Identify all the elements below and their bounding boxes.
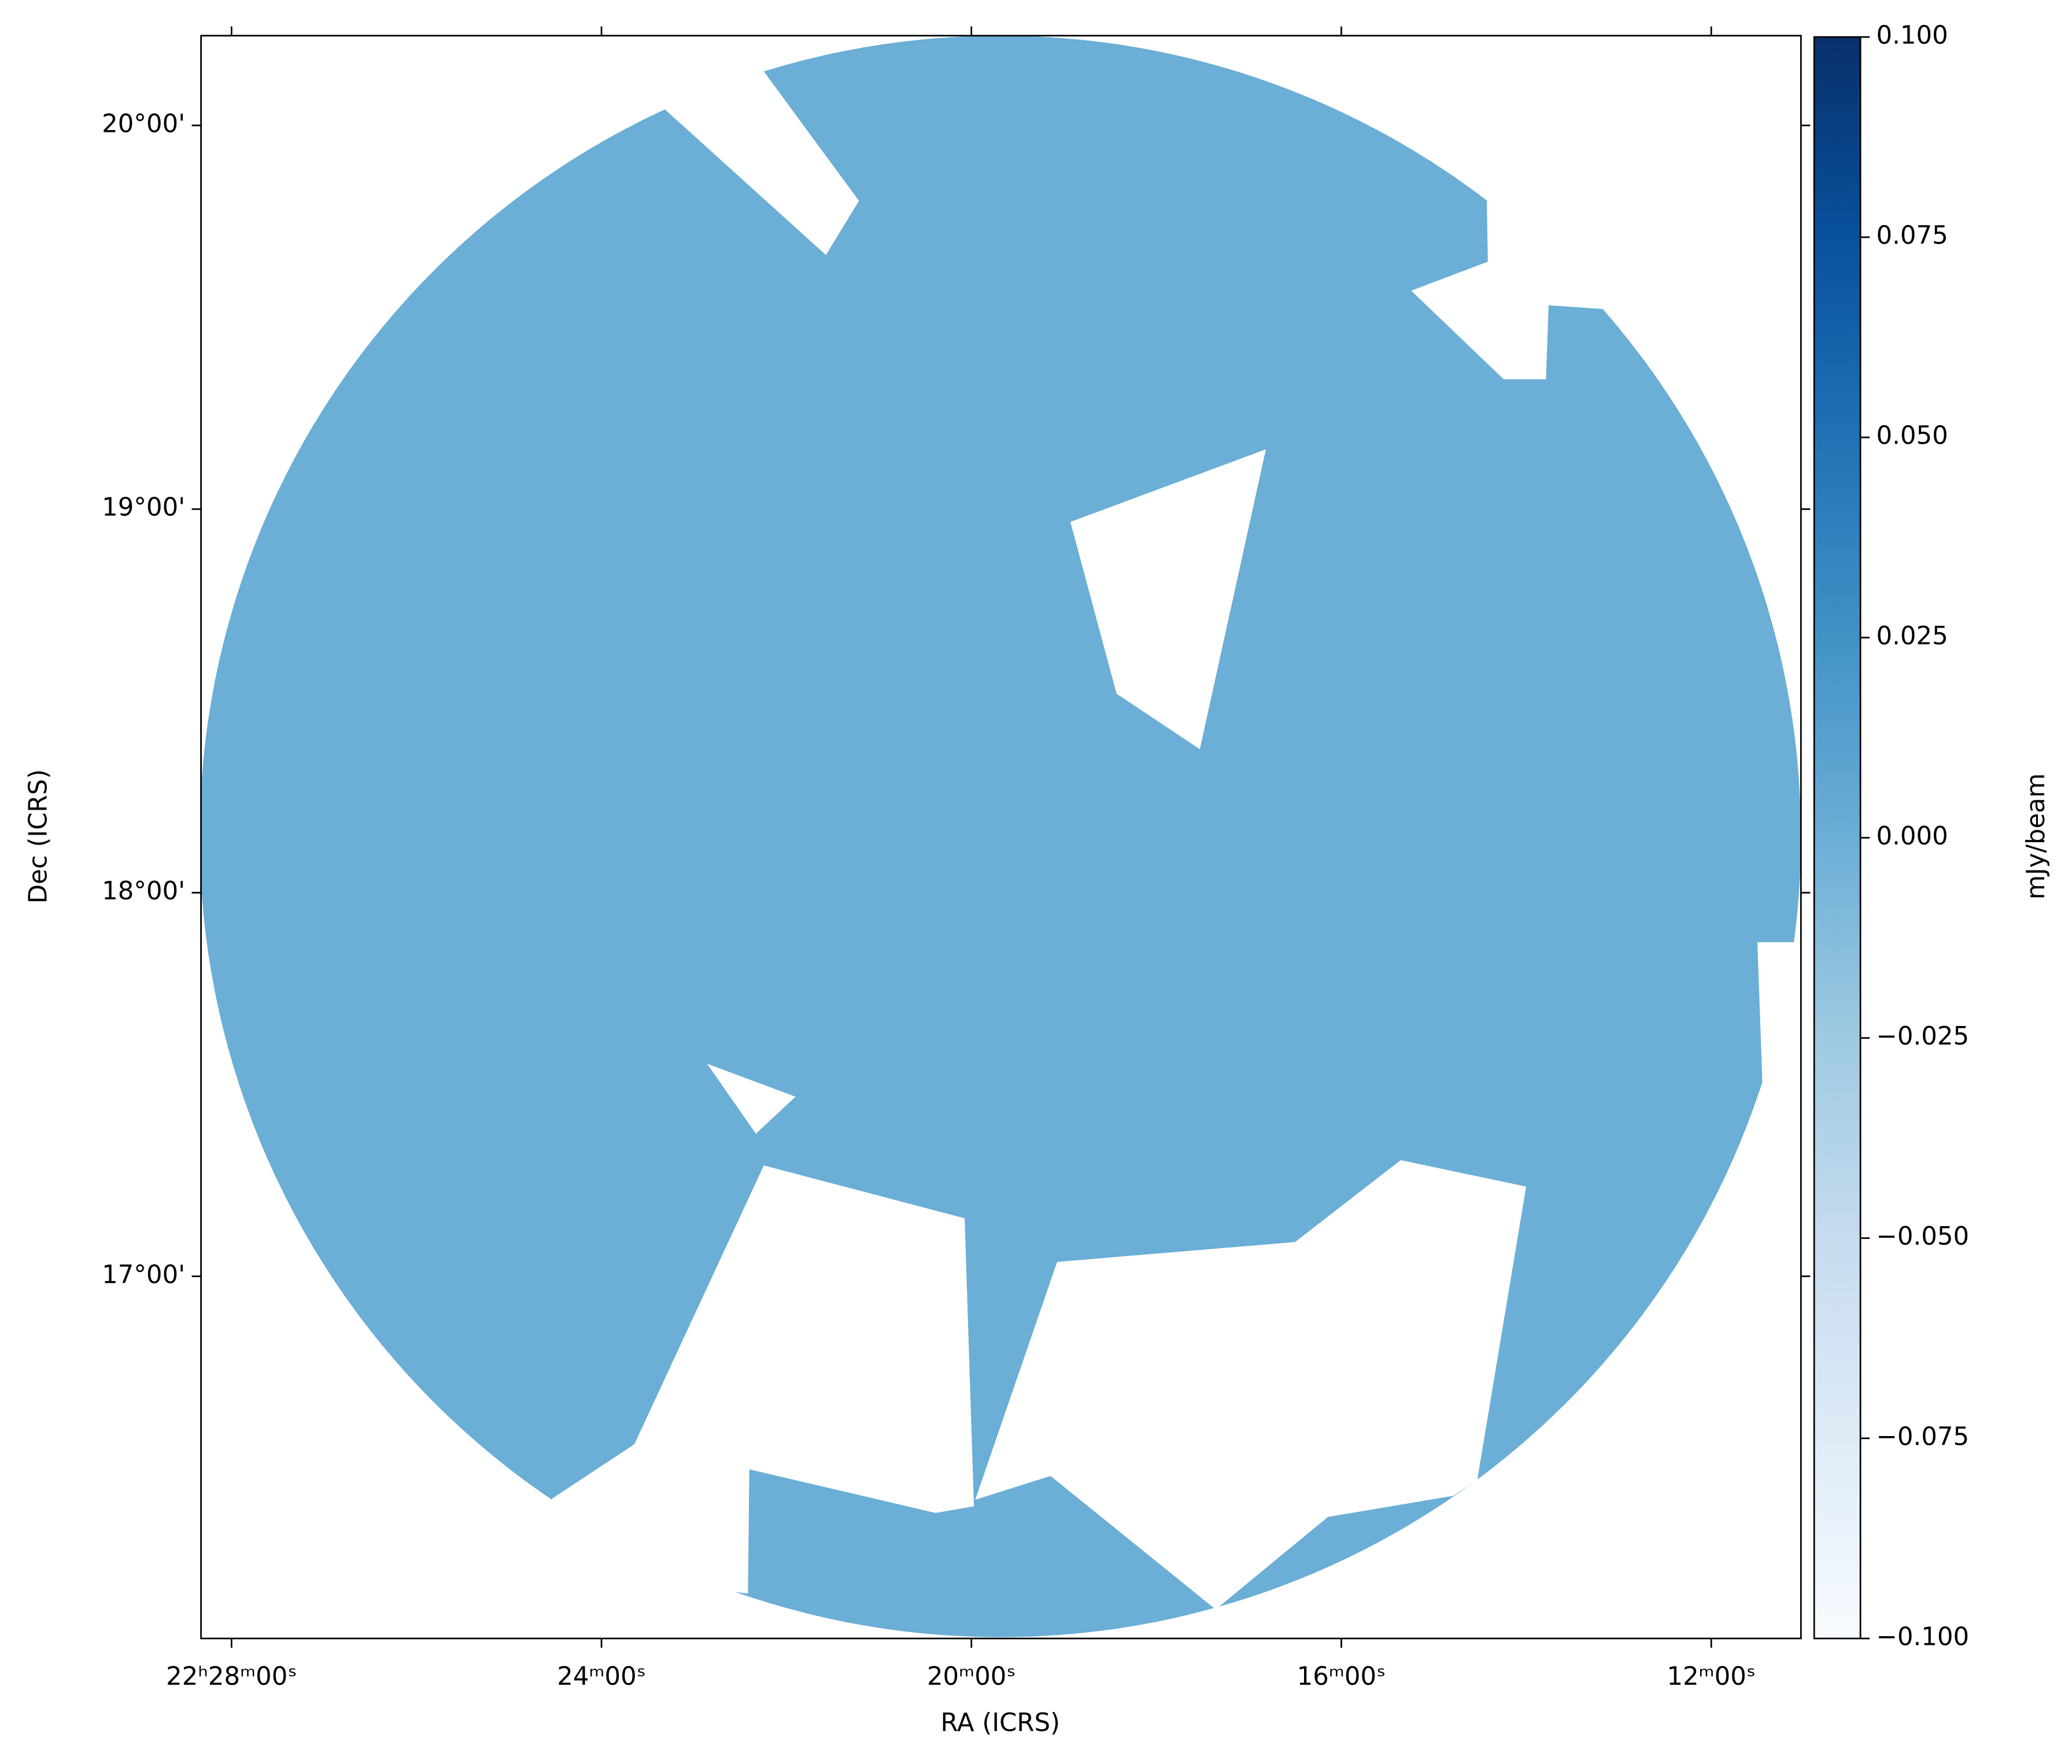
coverage-gaps <box>529 66 1801 1610</box>
x-tick-label: 16ᵐ00ˢ <box>1297 1662 1386 1691</box>
colorbar-tick-label: 0.050 <box>1877 422 1948 451</box>
gap <box>529 1165 974 1594</box>
plot-frame <box>200 35 1802 1640</box>
x-tick-label: 24ᵐ00ˢ <box>557 1662 646 1691</box>
gap <box>1757 942 1801 1170</box>
gap <box>660 66 859 255</box>
colorbar-tick-label: −0.025 <box>1877 1022 1970 1051</box>
colorbar-tick-label: 0.100 <box>1877 21 1948 50</box>
y-tick-label: 17°00' <box>102 1260 185 1289</box>
x-tick-label: 22ʰ28ᵐ00ˢ <box>166 1662 297 1691</box>
gap <box>707 1064 796 1134</box>
gap <box>975 1160 1527 1610</box>
colorbar-label: mJy/beam <box>2022 773 2051 899</box>
colorbar-tick-label: −0.100 <box>1877 1622 1970 1651</box>
sky-image <box>201 36 1801 1637</box>
colorbar-tick-label: −0.075 <box>1877 1422 1970 1451</box>
colorbar-tick-label: 0.025 <box>1877 622 1948 651</box>
colorbar-tick-label: 0.075 <box>1877 222 1948 250</box>
y-tick-label: 19°00' <box>102 493 185 522</box>
colorbar <box>1813 36 1862 1640</box>
y-axis-label: Dec (ICRS) <box>24 769 53 903</box>
gap <box>1411 184 1652 379</box>
x-axis-label: RA (ICRS) <box>941 1708 1061 1737</box>
y-tick-label: 20°00' <box>102 109 185 138</box>
x-tick-label: 20ᵐ00ˢ <box>927 1662 1016 1691</box>
colorbar-tick-label: 0.000 <box>1877 822 1948 851</box>
gap <box>1070 449 1266 750</box>
colorbar-tick-label: −0.050 <box>1877 1222 1970 1251</box>
y-tick-label: 18°00' <box>102 877 185 906</box>
x-tick-label: 12ᵐ00ˢ <box>1667 1662 1756 1691</box>
